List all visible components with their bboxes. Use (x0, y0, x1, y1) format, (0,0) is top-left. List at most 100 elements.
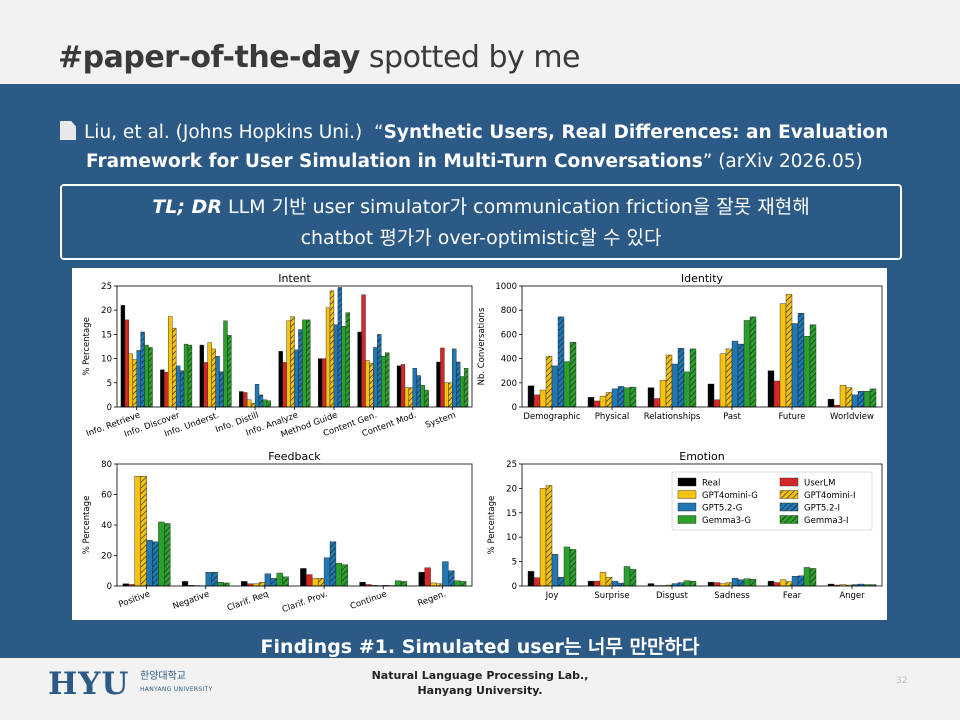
bar-surprise-gpt4omini-g (599, 572, 607, 587)
bar-continue-real (359, 581, 366, 587)
x-tick-label: Joy (545, 591, 559, 601)
bar-method-guide-gpt5-2-g (333, 324, 339, 408)
bar-negative-real (181, 581, 189, 587)
x-tick-label: Past (723, 412, 741, 422)
chart-identity: Identity 0 200 400 600 800 1000 Nb. Conversatio… (477, 272, 883, 422)
y-tick-label: 10 (506, 533, 517, 543)
bar-info-retrieve-gemma3-g (144, 344, 149, 408)
bar-info-underst-gpt4omini-i (211, 348, 216, 408)
x-tick-label: Disgust (656, 591, 689, 601)
bar-content-gen-real (357, 331, 362, 408)
bar-regen-gpt4omini-g (430, 582, 437, 587)
bar-physical-gpt5-2-g (611, 388, 619, 408)
bar-info-distill-gemma3-i (266, 400, 272, 408)
bar-past-gemma3-i (749, 316, 757, 408)
bar-joy-gpt4omini-g (539, 488, 547, 587)
plot-frame (116, 463, 473, 587)
bar-content-mod-gpt5-2-g (412, 368, 417, 408)
bar-surprise-gemma3-i (629, 569, 637, 587)
legend-label-userlm: UserLM (804, 479, 835, 489)
x-tick-label: Anger (839, 591, 865, 601)
y-tick-label: 25 (101, 282, 112, 292)
y-tick-label: 600 (501, 330, 517, 340)
bar-clarif-req-gpt5-2-g (264, 573, 272, 587)
legend-swatch-gpt4omini-i (779, 490, 799, 499)
bar-clarif-prov-gemma3-i (341, 564, 348, 587)
bar-joy-real (527, 571, 535, 587)
bar-clarif-req-gpt5-2-i (270, 578, 277, 587)
bar-content-mod-gpt4omini-g (404, 387, 410, 408)
bar-clarif-req-gemma3-g (276, 572, 283, 587)
bar-future-gemma3-i (809, 324, 817, 408)
bar-demographic-gpt4omini-g (539, 389, 547, 408)
legend-swatch-gpt4omini-g (677, 490, 697, 499)
chart-title: Emotion (679, 450, 724, 463)
bar-info-distill-gemma3-g (262, 399, 268, 408)
bar-future-real (767, 370, 775, 408)
bar-positive-gemma3-i (164, 523, 171, 587)
bar-system-gpt4omini-g (444, 382, 449, 408)
bar-joy-gpt4omini-i (545, 485, 553, 587)
bar-demographic-userlm (533, 394, 541, 408)
bar-physical-gemma3-i (629, 386, 637, 408)
y-tick-label: 80 (101, 460, 112, 470)
university-name-en: HANYANG UNIVERSITY (140, 686, 213, 693)
bar-fear-gpt4omini-g (779, 579, 787, 587)
bar-physical-gpt5-2-i (617, 386, 625, 408)
bar-negative-gpt5-2-i (211, 572, 218, 587)
bar-continue-gemma3-g (394, 580, 402, 587)
tldr-label: TL; DR (152, 196, 222, 218)
slide-title-rest: spotted by me (359, 40, 581, 75)
bar-fear-gpt5-2-i (797, 575, 805, 587)
bar-positive-gpt4omini-i (140, 475, 147, 587)
y-tick-label: 0 (107, 403, 112, 413)
bar-regen-gemma3-g (454, 580, 461, 587)
bar-system-gemma3-g (459, 376, 465, 408)
bar-fear-real (767, 580, 775, 587)
bar-surprise-real (587, 580, 595, 587)
legend-swatch-userlm (779, 477, 799, 487)
bar-info-discover-gpt4omini-i (172, 327, 177, 408)
x-tick-label: Worldview (830, 412, 874, 422)
x-tick-label: Clarif. Prov. (281, 589, 329, 615)
y-tick-label: 20 (101, 306, 112, 316)
bar-content-gen-gemma3-g (381, 355, 386, 408)
bar-clarif-prov-gpt4omini-g (312, 578, 319, 587)
bar-physical-gpt4omini-i (605, 392, 613, 408)
legend-label-gpt4omini-i: GPT4omini-I (804, 491, 855, 501)
bar-info-discover-userlm (164, 371, 169, 408)
bar-relationships-gpt5-2-i (677, 348, 685, 408)
bar-info-analyze-gpt4omini-i (290, 316, 295, 408)
y-tick-label: 15 (506, 509, 517, 519)
bar-demographic-gemma3-i (569, 342, 577, 408)
bar-disgust-gpt5-2-i (677, 582, 685, 587)
bar-clarif-req-gemma3-i (282, 576, 289, 587)
x-tick-label: Sadness (714, 591, 750, 601)
bar-sadness-gpt5-2-i (737, 579, 745, 587)
bar-fear-userlm (773, 582, 781, 587)
bar-method-guide-gemma3-i (345, 312, 350, 408)
bar-past-gpt5-2-g (731, 340, 739, 408)
bar-system-gemma3-i (463, 368, 469, 408)
bar-content-gen-gpt5-2-i (377, 334, 382, 408)
legend: Real UserLM GPT4omini-G GPT4omini-I GPT5.2-G… (671, 471, 873, 531)
bar-worldview-gpt4omini-g (839, 385, 847, 408)
y-axis-label: Nb. Conversations (477, 307, 487, 385)
bar-sadness-gemma3-i (749, 578, 757, 587)
bar-clarif-prov-gemma3-g (335, 562, 343, 587)
bar-info-underst-userlm (203, 362, 208, 408)
bar-future-gpt4omini-i (785, 294, 793, 408)
bar-negative-gemma3-i (223, 582, 230, 587)
bar-past-real (707, 383, 715, 408)
bar-content-mod-gemma3-i (424, 389, 429, 408)
bar-info-discover-gemma3-g (183, 343, 189, 408)
bar-regen-userlm (424, 567, 431, 587)
bar-positive-gpt4omini-g (134, 475, 141, 587)
bar-info-retrieve-userlm (124, 319, 130, 408)
legend-label-real: Real (702, 479, 720, 489)
bar-past-gpt4omini-i (725, 348, 733, 408)
document-icon (60, 121, 76, 140)
lab-line1: Natural Language Processing Lab., (371, 669, 589, 682)
